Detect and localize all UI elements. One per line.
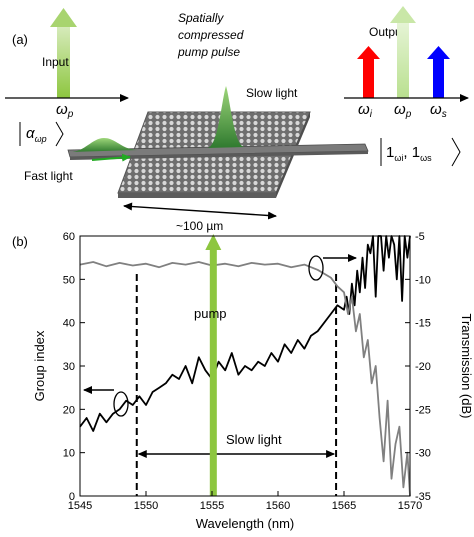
output-pump-arrow-head <box>390 6 416 23</box>
group-index-series-line <box>79 235 411 432</box>
slab-edge-front <box>118 193 276 198</box>
x-ticks: 1545 1550 1555 1560 1565 1570 <box>68 491 422 512</box>
waveguide-edge <box>70 151 368 160</box>
transmission-series-line <box>79 261 411 497</box>
size-label: ~100 µm <box>176 219 223 233</box>
y2-tick-label: -25 <box>415 404 431 416</box>
transmission-curve-marker <box>308 255 324 281</box>
fast-light-arrow <box>91 153 131 162</box>
x-tick-label: 1560 <box>266 500 290 512</box>
input-pump-arrow-shaft <box>57 26 70 98</box>
idler-arrow-head <box>357 46 380 59</box>
y2-tick-label: -15 <box>415 318 431 330</box>
input-pump-arrow-head <box>50 8 77 27</box>
y2-tick-label: -35 <box>415 491 431 503</box>
y2-axis-label: Transmission (dB) <box>459 314 474 419</box>
panel-a-label: (a) <box>12 32 28 47</box>
omega-p-input-label: ωp <box>56 101 74 120</box>
output-state-ket: 1ωi, 1ωs <box>380 137 461 167</box>
omega-s-label: ωs <box>430 101 447 120</box>
output-pump-arrow-shaft <box>397 22 409 98</box>
y-axis-label: Group index <box>32 330 47 401</box>
y2-tick-label: -30 <box>415 448 431 460</box>
y2-tick-label: -5 <box>415 231 425 243</box>
signal-arrow-shaft <box>433 58 444 98</box>
pump-pulse-caption: Spatially compressed pump pulse <box>177 11 247 59</box>
x-tick-label: 1545 <box>68 500 92 512</box>
fast-light-label: Fast light <box>24 169 73 183</box>
y2-ticks: -5 -10 -15 -20 -25 -30 -35 <box>405 231 431 503</box>
slow-light-label-b: Slow light <box>226 432 282 447</box>
fast-light-pulse <box>70 138 138 152</box>
input-label: Input <box>42 55 69 69</box>
pump-label: pump <box>194 306 227 321</box>
panel-b-label: (b) <box>12 234 28 249</box>
output-label: Output <box>369 25 406 39</box>
slow-light-label-a: Slow light <box>246 86 298 100</box>
size-arrow <box>123 202 277 220</box>
x-axis-label: Wavelength (nm) <box>196 516 295 531</box>
x-tick-label: 1555 <box>200 500 224 512</box>
y2-tick-label: -10 <box>415 274 431 286</box>
y-tick-label: 40 <box>63 318 75 330</box>
alpha-label: αωp <box>26 125 47 144</box>
y-tick-label: 50 <box>63 274 75 286</box>
y-tick-label: 10 <box>63 448 75 460</box>
output-state-text: 1ωi, 1ωs <box>386 144 432 163</box>
y-tick-label: 60 <box>63 231 75 243</box>
y2-tick-label: -20 <box>415 361 431 373</box>
x-tick-label: 1565 <box>332 500 356 512</box>
input-state-ket: αωp <box>19 121 64 147</box>
idler-arrow-shaft <box>363 58 374 98</box>
signal-arrow-head <box>427 46 450 59</box>
panel-a: (a) Input ωp αωp Fast light Spatially co… <box>5 6 469 233</box>
y-tick-label: 20 <box>63 404 75 416</box>
y-tick-label: 30 <box>63 361 75 373</box>
x-tick-label: 1550 <box>134 500 158 512</box>
pump-arrow-shaft <box>209 248 217 496</box>
omega-p-output-label: ωp <box>394 101 412 120</box>
omega-i-label: ωi <box>358 101 373 120</box>
panel-b: (b) 1545 1550 1555 1560 1565 1570 0 10 20 30 40 50… <box>12 231 474 531</box>
plot-area <box>79 234 411 497</box>
group-index-curve-marker <box>113 391 129 417</box>
compressed-pump-pulse <box>207 86 245 148</box>
y-tick-label: 0 <box>69 491 75 503</box>
x-tick-label: 1570 <box>398 500 422 512</box>
pump-arrow-head <box>205 234 222 250</box>
y-ticks: 0 10 20 30 40 50 60 <box>63 231 85 503</box>
